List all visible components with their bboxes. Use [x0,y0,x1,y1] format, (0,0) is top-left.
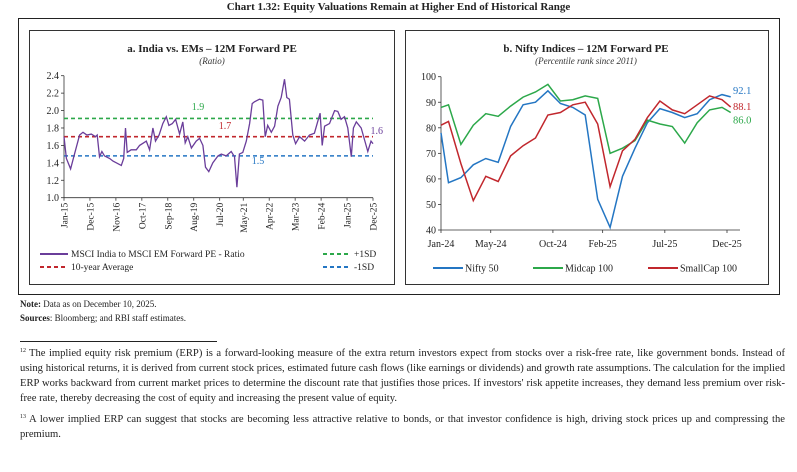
y-tick-label: 50 [426,200,436,211]
ref-line-label: 1.9 [192,102,205,113]
end-value-label: 88.1 [733,102,751,113]
panel-india-vs-em [29,30,395,285]
series-line-msci-ratio [63,79,374,188]
y-tick-label: 60 [426,174,436,185]
note-label: Note: [20,299,41,309]
y-tick-label: 40 [426,226,436,237]
chart-b-subtitle: (Percentile rank since 2011) [535,56,637,66]
legend-label: 10-year Average [71,263,133,273]
x-tick-label: Jan-15 [61,202,71,228]
chart-title: Chart 1.32: Equity Valuations Remain at … [226,1,571,13]
footnote-text: The implied equity risk premium (ERP) is… [20,348,785,404]
x-tick-label: Mar-23 [292,202,302,231]
note-text: Data as on December 10, 2025. [41,299,157,309]
panel-nifty-indices [405,30,769,285]
y-tick-label: 1.6 [47,141,60,152]
end-value-label: 92.1 [733,86,751,97]
x-tick-label: Oct-17 [138,202,148,229]
sources: Sources: Bloomberg; and RBI staff estima… [20,313,186,323]
footnote-number: 13 [20,414,26,420]
footnote-13: 13 A lower implied ERP can suggest that s… [20,412,785,442]
ref-line-label: 1.5 [252,156,265,167]
x-tick-label: Dec-25 [712,239,741,250]
x-tick-label: Oct-24 [539,239,567,250]
x-tick-label: Feb-24 [318,202,328,229]
chart-b-title: b. Nifty Indices – 12M Forward PE [503,43,668,55]
x-tick-label: Aug-19 [190,202,200,231]
x-tick-label: Jan-25 [344,202,354,228]
footnote-separator [20,341,217,342]
series-line-midcap-100 [440,83,732,155]
chart-a-title: a. India vs. EMs – 12M Forward PE [127,43,297,55]
charts-canvas: a. India vs. EMs – 12M Forward PE(Ratio)… [40,43,751,275]
y-tick-label: 2.4 [47,71,60,82]
y-tick-label: 90 [426,98,436,109]
y-tick-label: 1.2 [47,176,60,187]
end-value-label: 1.6 [371,126,384,137]
legend-label: MSCI India to MSCI EM Forward PE - Ratio [71,250,245,260]
x-tick-label: May-24 [475,239,507,250]
x-tick-label: Jul-20 [216,202,226,226]
x-tick-label: Nov-16 [112,202,122,231]
x-tick-label: Apr-22 [266,202,276,229]
sources-text: : Bloomberg; and RBI staff estimates. [49,313,186,323]
x-tick-label: Dec-15 [86,202,96,230]
series-line-smallcap-100 [440,95,732,203]
y-tick-label: 2.2 [47,89,60,100]
x-tick-label: Sep-18 [164,202,174,229]
footnote-text: A lower implied ERP can suggest that sto… [20,414,785,440]
end-value-label: 86.0 [733,116,751,127]
y-tick-label: 1.4 [47,158,60,169]
series-line-nifty-50 [440,89,731,230]
x-tick-label: May-21 [240,202,250,232]
x-tick-label: Jan-24 [428,239,455,250]
chart-a-subtitle: (Ratio) [199,56,225,66]
legend-label: SmallCap 100 [680,264,737,275]
note: Note: Data as on December 10, 2025. [20,299,156,309]
legend-label: Midcap 100 [565,264,613,275]
y-tick-label: 2.0 [47,106,60,117]
legend-label: -1SD [354,263,374,273]
y-tick-label: 100 [421,72,436,83]
y-tick-label: 1.0 [47,193,60,204]
x-tick-label: Jul-25 [652,239,677,250]
x-tick-label: Feb-25 [588,239,616,250]
ref-line-label: 1.7 [219,121,232,132]
y-tick-label: 80 [426,123,436,134]
y-tick-label: 70 [426,149,436,160]
y-tick-label: 1.8 [47,123,60,134]
footnotes: 12 The implied equity risk premium (ERP) … [20,346,785,448]
legend-label: Nifty 50 [465,264,499,275]
x-tick-label: Dec-25 [370,202,380,230]
chart-frame [18,18,780,295]
legend-label: +1SD [354,250,376,260]
footnote-12: 12 The implied equity risk premium (ERP) … [20,346,785,406]
footnote-number: 12 [20,348,26,354]
sources-label: Sources [20,313,50,323]
